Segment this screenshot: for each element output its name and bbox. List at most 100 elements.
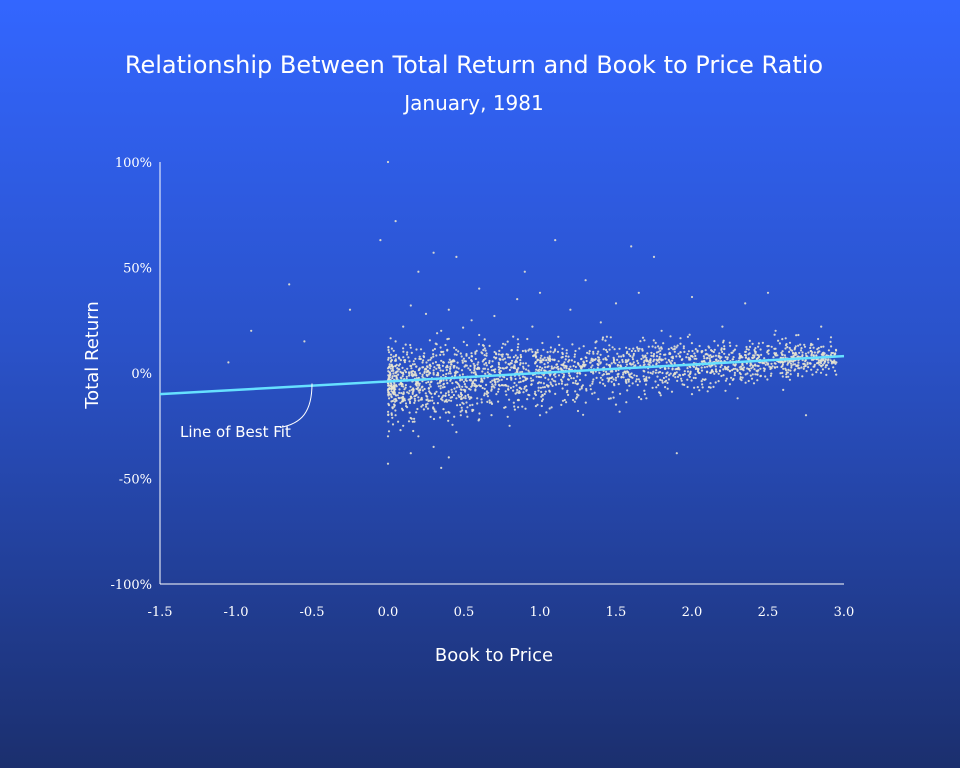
- data-point: [420, 398, 423, 401]
- data-point: [437, 395, 440, 398]
- data-point: [525, 368, 528, 371]
- data-point: [425, 394, 428, 397]
- data-point: [614, 302, 618, 305]
- data-point: [459, 414, 462, 417]
- data-point: [749, 374, 752, 377]
- data-point: [686, 370, 690, 373]
- data-point: [483, 338, 486, 341]
- data-point: [689, 358, 692, 361]
- data-point: [556, 365, 560, 368]
- data-point: [762, 367, 765, 370]
- data-point: [820, 325, 823, 328]
- data-point: [543, 392, 546, 396]
- data-point: [636, 383, 639, 387]
- data-point: [530, 383, 533, 386]
- data-point: [626, 359, 630, 362]
- data-point: [531, 325, 534, 328]
- data-point: [603, 366, 606, 369]
- data-point: [788, 378, 792, 381]
- data-point: [701, 383, 704, 386]
- data-point: [387, 345, 390, 349]
- data-point: [481, 386, 484, 390]
- data-point: [408, 360, 411, 363]
- data-point: [418, 372, 422, 375]
- data-point: [597, 350, 600, 353]
- data-point: [497, 363, 501, 366]
- data-point: [426, 365, 429, 368]
- data-point: [440, 350, 443, 354]
- data-point: [504, 390, 507, 393]
- data-point: [803, 343, 806, 346]
- data-point: [461, 373, 464, 376]
- data-point: [403, 399, 406, 402]
- data-point: [433, 347, 436, 351]
- x-ticks: -1.5 -1.0 -0.5 0.0 0.5 1.0 1.5 2.0 2.5 3.0: [147, 605, 854, 620]
- data-point: [469, 378, 472, 381]
- data-point: [630, 349, 634, 353]
- data-point: [647, 345, 650, 348]
- data-point: [625, 352, 629, 355]
- data-point: [784, 344, 788, 347]
- data-point: [616, 352, 619, 355]
- data-point: [420, 405, 423, 408]
- data-point: [444, 343, 447, 347]
- data-point: [387, 393, 390, 396]
- data-point: [731, 358, 734, 361]
- data-point: [516, 368, 519, 371]
- data-point: [395, 353, 398, 357]
- data-point: [432, 407, 435, 410]
- data-point: [409, 395, 412, 398]
- data-point: [550, 406, 553, 409]
- data-point: [617, 355, 621, 358]
- data-point: [427, 373, 430, 376]
- data-point: [727, 365, 730, 368]
- data-point: [523, 385, 526, 389]
- data-point: [763, 369, 766, 372]
- data-point: [701, 378, 704, 381]
- data-point: [501, 355, 504, 358]
- data-point: [720, 364, 723, 367]
- data-point: [739, 368, 742, 371]
- data-point: [465, 354, 468, 357]
- data-point: [436, 332, 439, 335]
- data-point: [687, 356, 690, 359]
- data-point: [607, 355, 610, 358]
- data-point: [415, 393, 418, 397]
- data-point: [687, 350, 691, 353]
- data-point: [425, 371, 428, 374]
- data-point: [585, 356, 588, 359]
- data-point: [451, 391, 454, 394]
- data-point: [499, 358, 502, 361]
- data-point: [504, 384, 507, 387]
- data-point: [704, 378, 707, 381]
- data-point: [419, 357, 422, 361]
- data-point: [696, 350, 699, 353]
- data-point: [496, 380, 499, 383]
- data-point: [470, 319, 473, 322]
- data-point: [567, 355, 570, 358]
- data-point: [471, 403, 474, 406]
- data-point: [480, 351, 483, 354]
- data-point: [506, 340, 509, 343]
- data-point: [582, 363, 585, 366]
- data-point: [564, 355, 568, 358]
- data-point: [427, 369, 430, 372]
- data-point: [429, 385, 432, 388]
- data-point: [835, 373, 838, 376]
- data-point: [673, 347, 676, 351]
- data-point: [597, 398, 600, 401]
- data-point: [474, 388, 477, 391]
- data-point: [519, 356, 523, 359]
- data-point: [787, 368, 790, 371]
- data-point: [594, 346, 597, 350]
- data-point: [655, 351, 659, 354]
- data-point: [518, 386, 522, 389]
- data-point: [598, 381, 602, 384]
- data-point: [799, 343, 802, 346]
- data-point: [549, 346, 553, 349]
- data-point: [656, 375, 659, 378]
- data-point: [551, 384, 554, 387]
- data-point: [683, 370, 686, 373]
- data-point: [512, 335, 515, 338]
- data-point: [517, 343, 520, 346]
